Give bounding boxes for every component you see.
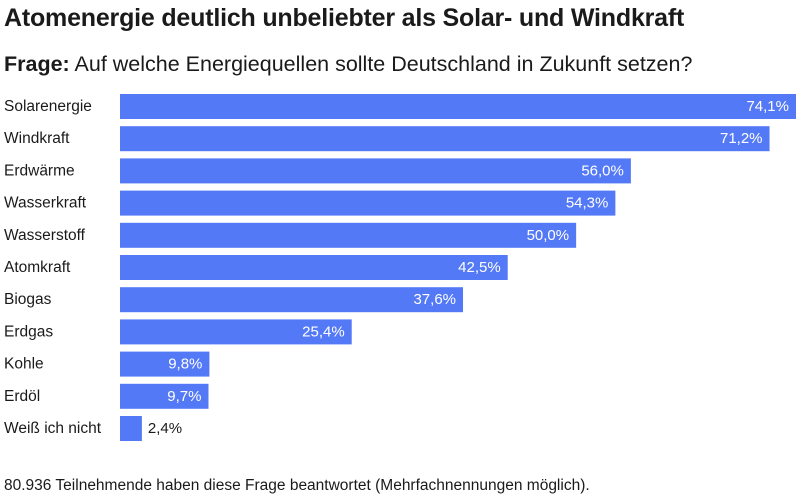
- category-label: Biogas: [4, 291, 52, 308]
- question-label: Frage:: [4, 52, 70, 76]
- category-label: Erdgas: [4, 323, 53, 340]
- value-label: 71,2%: [720, 130, 763, 147]
- bar: [120, 94, 796, 119]
- category-label: Weiß ich nicht: [4, 420, 102, 437]
- category-label: Windkraft: [4, 130, 70, 147]
- value-label: 2,4%: [148, 420, 182, 437]
- value-label: 25,4%: [302, 323, 345, 340]
- category-label: Erdwärme: [4, 162, 75, 179]
- bar: [120, 126, 770, 152]
- chart-title: Atomenergie deutlich unbeliebter als Sol…: [4, 4, 685, 32]
- value-label: 42,5%: [458, 259, 501, 276]
- category-label: Atomkraft: [4, 259, 71, 276]
- question-text: Auf welche Energiequellen sollte Deutsch…: [74, 52, 693, 76]
- bar: [120, 383, 209, 409]
- bar: [120, 319, 352, 345]
- category-label: Wasserstoff: [4, 227, 86, 244]
- category-label: Wasserkraft: [4, 195, 87, 212]
- chart-question: Frage: Auf welche Energiequellen sollte …: [4, 50, 692, 78]
- category-label: Erdöl: [4, 388, 40, 405]
- bar: [120, 255, 508, 280]
- value-label: 74,1%: [746, 98, 789, 115]
- value-label: 50,0%: [527, 227, 570, 244]
- bar: [120, 416, 142, 441]
- value-label: 37,6%: [413, 291, 456, 308]
- value-label: 9,8%: [168, 356, 202, 373]
- category-label: Kohle: [4, 356, 44, 373]
- value-label: 54,3%: [566, 195, 609, 212]
- footnote: 80.936 Teilnehmende haben diese Frage be…: [4, 477, 590, 494]
- category-label: Solarenergie: [4, 98, 92, 115]
- bar: [120, 158, 631, 184]
- bar: [120, 190, 616, 216]
- bar: [120, 222, 577, 248]
- value-label: 56,0%: [581, 162, 624, 179]
- bar-chart: Solarenergie 74,1% Windkraft 71,2% Erdwärme 5…: [4, 94, 796, 441]
- value-label: 9,7%: [167, 388, 201, 405]
- bar: [120, 287, 464, 313]
- bar: [120, 351, 210, 377]
